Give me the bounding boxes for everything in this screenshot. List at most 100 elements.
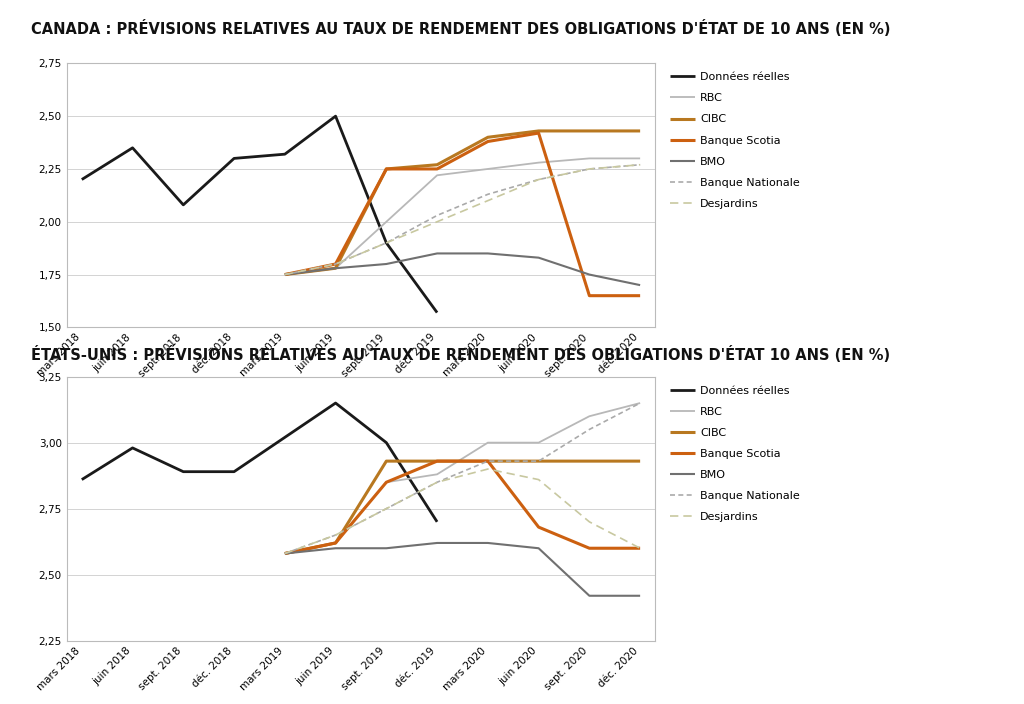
Desjardins bbox=[431, 478, 443, 486]
Données réelles bbox=[177, 467, 189, 476]
Desjardins bbox=[634, 161, 646, 169]
CIBC bbox=[584, 457, 596, 465]
RBC bbox=[634, 154, 646, 163]
Desjardins bbox=[279, 270, 291, 279]
Desjardins bbox=[634, 544, 646, 553]
CIBC bbox=[532, 127, 545, 135]
BMO bbox=[330, 544, 342, 553]
Banque Nationale bbox=[431, 478, 443, 486]
Banque Nationale bbox=[380, 504, 392, 513]
Données réelles bbox=[126, 444, 138, 452]
Desjardins bbox=[584, 517, 596, 526]
Desjardins bbox=[584, 165, 596, 173]
CIBC bbox=[279, 549, 291, 558]
Banque Scotia bbox=[279, 270, 291, 279]
Banque Scotia bbox=[330, 539, 342, 547]
BMO bbox=[532, 253, 545, 262]
BMO bbox=[532, 544, 545, 553]
RBC bbox=[380, 478, 392, 486]
Banque Nationale bbox=[330, 260, 342, 268]
Banque Nationale bbox=[330, 531, 342, 539]
Données réelles bbox=[126, 144, 138, 152]
Desjardins bbox=[532, 475, 545, 484]
RBC bbox=[634, 399, 646, 408]
CIBC bbox=[532, 457, 545, 465]
Données réelles bbox=[228, 154, 241, 163]
Desjardins bbox=[279, 549, 291, 558]
CIBC bbox=[279, 270, 291, 279]
BMO bbox=[380, 544, 392, 553]
Desjardins bbox=[532, 175, 545, 184]
RBC bbox=[584, 412, 596, 420]
Banque Nationale bbox=[634, 399, 646, 408]
CIBC bbox=[380, 457, 392, 465]
Données réelles bbox=[279, 150, 291, 158]
Line: Banque Nationale: Banque Nationale bbox=[285, 165, 640, 275]
Line: CIBC: CIBC bbox=[285, 131, 640, 275]
BMO bbox=[279, 549, 291, 558]
Banque Nationale bbox=[279, 270, 291, 279]
CIBC bbox=[330, 539, 342, 547]
Line: Desjardins: Desjardins bbox=[285, 469, 640, 553]
RBC bbox=[431, 171, 443, 180]
Banque Scotia bbox=[380, 478, 392, 486]
Banque Scotia bbox=[481, 457, 494, 465]
Données réelles bbox=[76, 175, 88, 184]
Banque Nationale bbox=[634, 161, 646, 169]
RBC bbox=[279, 270, 291, 279]
Text: ÉTATS-UNIS : PRÉVISIONS RELATIVES AU TAUX DE RENDEMENT DES OBLIGATIONS D'ÉTAT 10: ÉTATS-UNIS : PRÉVISIONS RELATIVES AU TAU… bbox=[31, 346, 890, 363]
RBC bbox=[330, 539, 342, 547]
Données réelles bbox=[431, 308, 443, 317]
Banque Nationale bbox=[481, 190, 494, 199]
RBC bbox=[481, 439, 494, 447]
BMO bbox=[380, 260, 392, 268]
Banque Scotia bbox=[431, 165, 443, 173]
Line: Banque Scotia: Banque Scotia bbox=[285, 133, 640, 296]
Line: RBC: RBC bbox=[285, 403, 640, 553]
Données réelles bbox=[330, 112, 342, 120]
RBC bbox=[279, 549, 291, 558]
BMO bbox=[330, 264, 342, 272]
Banque Scotia bbox=[279, 549, 291, 558]
Données réelles bbox=[431, 517, 443, 526]
Line: RBC: RBC bbox=[285, 158, 640, 275]
Line: Banque Scotia: Banque Scotia bbox=[285, 461, 640, 553]
Banque Nationale bbox=[279, 549, 291, 558]
RBC bbox=[481, 165, 494, 173]
Banque Scotia bbox=[584, 544, 596, 553]
Banque Nationale bbox=[431, 211, 443, 220]
RBC bbox=[532, 158, 545, 167]
RBC bbox=[330, 264, 342, 272]
CIBC bbox=[634, 127, 646, 135]
Banque Scotia bbox=[330, 260, 342, 268]
Données réelles bbox=[380, 239, 392, 247]
BMO bbox=[481, 539, 494, 547]
Données réelles bbox=[177, 201, 189, 209]
Line: Desjardins: Desjardins bbox=[285, 165, 640, 275]
Données réelles bbox=[228, 467, 241, 476]
BMO bbox=[481, 249, 494, 258]
Desjardins bbox=[330, 531, 342, 539]
Banque Scotia bbox=[634, 291, 646, 300]
Line: Données réelles: Données réelles bbox=[82, 116, 437, 313]
Banque Nationale bbox=[532, 457, 545, 465]
Desjardins bbox=[481, 465, 494, 473]
Banque Scotia bbox=[532, 129, 545, 137]
Banque Scotia bbox=[481, 137, 494, 146]
Banque Nationale bbox=[380, 239, 392, 247]
CIBC bbox=[584, 127, 596, 135]
Données réelles bbox=[330, 399, 342, 408]
BMO bbox=[634, 591, 646, 600]
Données réelles bbox=[76, 475, 88, 484]
Desjardins bbox=[380, 504, 392, 513]
BMO bbox=[584, 270, 596, 279]
Desjardins bbox=[431, 218, 443, 226]
Banque Scotia bbox=[431, 457, 443, 465]
CIBC bbox=[634, 457, 646, 465]
CIBC bbox=[481, 133, 494, 142]
Données réelles bbox=[279, 433, 291, 441]
Banque Scotia bbox=[380, 165, 392, 173]
Banque Scotia bbox=[532, 523, 545, 532]
BMO bbox=[584, 591, 596, 600]
Line: BMO: BMO bbox=[285, 543, 640, 596]
